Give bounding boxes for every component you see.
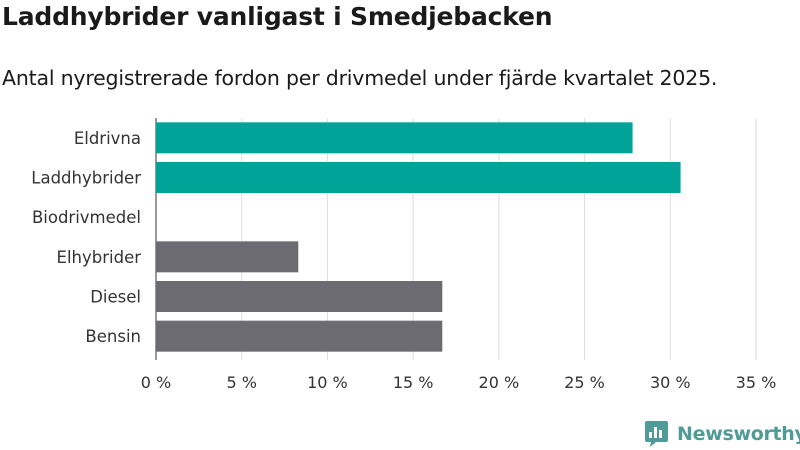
- x-tick-label: 35 %: [736, 373, 777, 392]
- bars: [156, 122, 681, 352]
- x-tick-label: 25 %: [564, 373, 605, 392]
- category-label: Diesel: [90, 288, 141, 307]
- x-tick-label: 10 %: [307, 373, 348, 392]
- category-label: Elhybrider: [57, 248, 142, 267]
- chart-title: Laddhybrider vanligast i Smedjebacken: [2, 2, 553, 31]
- x-tick-label: 30 %: [650, 373, 691, 392]
- category-label: Eldrivna: [74, 129, 141, 148]
- x-tick-label: 15 %: [393, 373, 434, 392]
- newsworthy-logo: Newsworthy: [644, 420, 800, 448]
- category-label: Biodrivmedel: [32, 208, 141, 227]
- x-axis: 0 % 5 % 10 % 15 % 20 % 25 % 30 % 35 %: [141, 373, 777, 392]
- category-label: Bensin: [85, 327, 141, 346]
- category-labels: Eldrivna Laddhybrider Biodrivmedel Elhybrid…: [31, 129, 141, 346]
- bar-bensin: [156, 320, 443, 352]
- bar-elhybrider: [156, 241, 299, 273]
- newsworthy-logo-text: Newsworthy: [677, 423, 800, 445]
- chart-subtitle: Antal nyregistrerade fordon per drivmede…: [2, 66, 718, 90]
- bar-diesel: [156, 281, 443, 312]
- x-tick-label: 20 %: [479, 373, 520, 392]
- grid-lines: [155, 118, 757, 360]
- bar-laddhybrider: [156, 162, 681, 193]
- newsworthy-logo-icon: [645, 421, 668, 447]
- x-tick-label: 5 %: [226, 373, 256, 392]
- category-label: Laddhybrider: [31, 169, 141, 188]
- bar-eldrivna: [156, 122, 633, 154]
- x-tick-label: 0 %: [141, 373, 171, 392]
